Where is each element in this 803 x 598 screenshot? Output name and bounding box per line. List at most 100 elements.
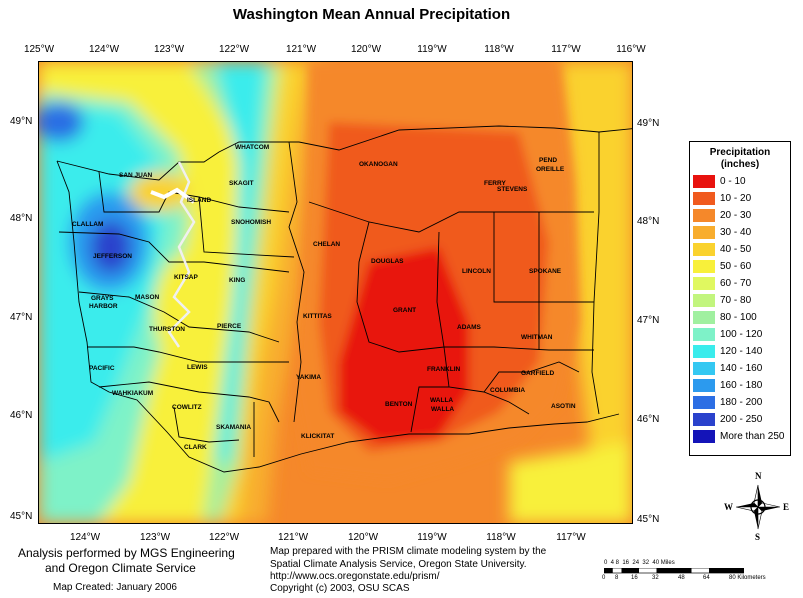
precipitation-map-canvas: WHATCOM SAN JUAN SKAGIT ISLAND CLALLAM S… <box>39 62 632 523</box>
compass-n: N <box>755 471 762 481</box>
prism-credit-line2: Spatial Climate Analysis Service, Oregon… <box>270 559 527 570</box>
county-line <box>78 291 280 343</box>
county-label: STEVENS <box>497 186 528 193</box>
legend-label: More than 250 <box>720 431 785 442</box>
precip-region <box>39 102 84 142</box>
county-label: SKAMANIA <box>216 424 251 431</box>
lon-tick-top: 120°W <box>350 44 382 55</box>
legend-swatch <box>693 362 715 375</box>
county-label: PEND <box>539 157 557 164</box>
state-border-north <box>56 125 632 181</box>
lon-tick-top: 125°W <box>23 44 55 55</box>
legend-title-line2: (inches) <box>720 159 760 170</box>
county-label: KLICKITAT <box>301 433 334 440</box>
legend-item: More than 250 <box>693 429 785 444</box>
legend-swatch <box>693 396 715 409</box>
county-line <box>356 221 594 353</box>
county-label: GARFIELD <box>521 370 555 377</box>
scale-km-tick: 48 <box>678 575 685 581</box>
legend-swatch <box>693 311 715 324</box>
county-label: FRANKLIN <box>427 366 461 373</box>
analysis-credit-line1: Analysis performed by MGS Engineering <box>18 546 235 560</box>
legend-swatch <box>693 294 715 307</box>
lat-tick-left: 46°N <box>10 410 33 421</box>
lon-tick-bottom: 118°W <box>486 532 516 543</box>
legend-label: 50 - 60 <box>720 261 752 272</box>
county-label: THURSTON <box>149 326 185 333</box>
legend-label: 20 - 30 <box>720 210 752 221</box>
lon-tick-top: 118°W <box>484 44 514 55</box>
legend-swatch <box>693 226 715 239</box>
county-line <box>87 346 289 363</box>
legend-swatch <box>693 413 715 426</box>
county-line <box>288 141 305 423</box>
precipitation-legend: Precipitation (inches) 0 - 10 10 - 20 20 -… <box>689 141 791 456</box>
county-line <box>198 196 295 258</box>
legend-item: 60 - 70 <box>693 276 751 291</box>
lat-tick-right: 45°N <box>637 514 660 525</box>
north-arrow-compass: N S E W <box>724 469 792 542</box>
legend-label: 30 - 40 <box>720 227 752 238</box>
legend-swatch <box>693 175 715 188</box>
county-label: MASON <box>135 294 160 301</box>
county-label: WHATCOM <box>235 144 269 151</box>
legend-swatch <box>693 209 715 222</box>
lat-tick-right: 48°N <box>637 216 660 227</box>
legend-label: 140 - 160 <box>720 363 763 374</box>
lon-tick-bottom: 117°W <box>556 532 586 543</box>
legend-swatch <box>693 379 715 392</box>
precip-region <box>559 62 632 523</box>
compass-s: S <box>755 532 760 541</box>
legend-label: 200 - 250 <box>720 414 763 425</box>
county-line <box>483 361 580 393</box>
precip-region <box>357 282 401 342</box>
lat-tick-right: 47°N <box>637 315 660 326</box>
county-label: SNOHOMISH <box>231 219 271 226</box>
lon-tick-top: 123°W <box>153 44 185 55</box>
county-label: FERRY <box>484 180 506 187</box>
legend-item: 20 - 30 <box>693 208 751 223</box>
precipitation-map[interactable]: WHATCOM SAN JUAN SKAGIT ISLAND CLALLAM S… <box>38 61 633 524</box>
county-label: KING <box>229 277 245 284</box>
scale-km-tick: 8 <box>615 575 619 581</box>
legend-label: 0 - 10 <box>720 176 746 187</box>
legend-label: 80 - 100 <box>720 312 757 323</box>
state-border-south <box>56 160 620 473</box>
lat-tick-right: 49°N <box>637 118 660 129</box>
lon-tick-bottom: 121°W <box>277 532 309 543</box>
prism-credit-url[interactable]: http://www.ocs.oregonstate.edu/prism/ <box>270 571 440 582</box>
legend-swatch <box>693 260 715 273</box>
legend-swatch <box>693 243 715 256</box>
scale-km-tick: 64 <box>703 575 710 581</box>
legend-label: 10 - 20 <box>720 193 752 204</box>
lon-tick-top: 117°W <box>551 44 581 55</box>
lon-tick-top: 122°W <box>218 44 250 55</box>
legend-label: 40 - 50 <box>720 244 752 255</box>
legend-item: 10 - 20 <box>693 191 751 206</box>
scale-km-tick: 80 Kilometers <box>729 575 766 581</box>
legend-title: Precipitation (inches) <box>690 147 790 171</box>
legend-item: 160 - 180 <box>693 378 762 393</box>
county-label: CLALLAM <box>72 221 103 228</box>
scale-km-tick: 32 <box>652 575 659 581</box>
lon-tick-bottom: 122°W <box>208 532 240 543</box>
county-label: ISLAND <box>187 197 212 204</box>
lat-tick-left: 49°N <box>10 116 33 127</box>
county-label: YAKIMA <box>296 374 321 381</box>
lon-tick-top: 124°W <box>88 44 120 55</box>
lon-tick-bottom: 119°W <box>417 532 447 543</box>
county-label: SAN JUAN <box>119 172 153 179</box>
county-label: OREILLE <box>536 166 565 173</box>
legend-item: 80 - 100 <box>693 310 757 325</box>
lat-tick-left: 47°N <box>10 312 33 323</box>
legend-label: 180 - 200 <box>720 397 763 408</box>
legend-label: 120 - 140 <box>720 346 763 357</box>
county-line <box>98 381 280 423</box>
county-label: PIERCE <box>217 323 242 330</box>
legend-swatch <box>693 328 715 341</box>
scale-km-tick: 0 <box>602 575 606 581</box>
legend-item: 100 - 120 <box>693 327 762 342</box>
lon-tick-top: 119°W <box>417 44 447 55</box>
legend-item: 120 - 140 <box>693 344 762 359</box>
county-label: SPOKANE <box>529 268 562 275</box>
